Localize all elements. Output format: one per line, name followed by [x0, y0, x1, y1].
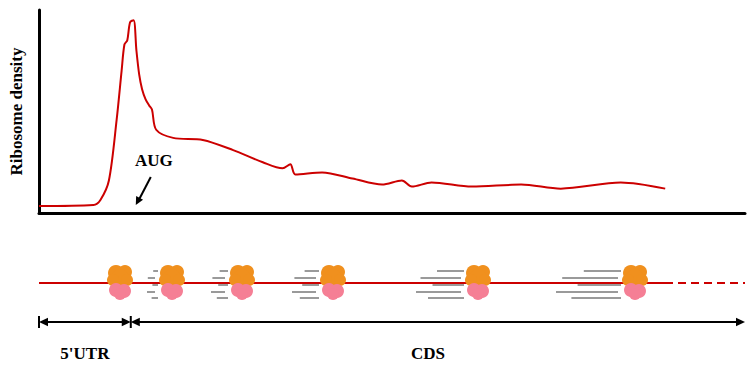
svg-text:CDS: CDS — [411, 344, 445, 363]
svg-text:Ribosome density: Ribosome density — [7, 47, 26, 175]
svg-text:AUG: AUG — [135, 151, 173, 170]
svg-text:5'UTR: 5'UTR — [60, 344, 110, 363]
